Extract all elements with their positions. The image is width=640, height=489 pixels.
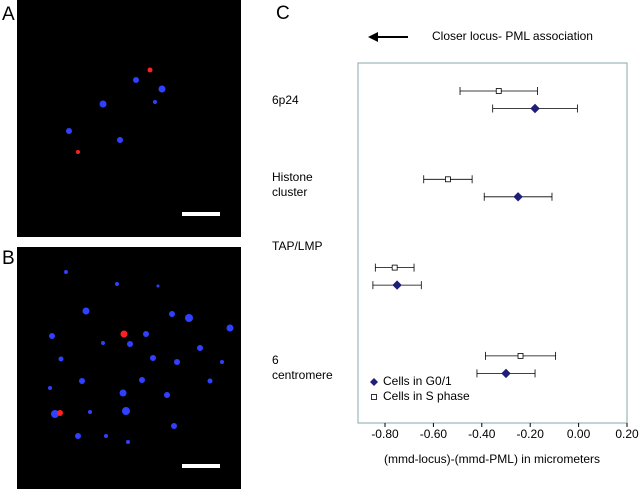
micrograph-b — [17, 247, 241, 489]
category-label: Histone cluster — [272, 170, 313, 199]
x-tick-label: -0.60 — [420, 427, 448, 441]
scale-bar — [182, 212, 220, 216]
panel-label: A — [2, 4, 15, 25]
point — [495, 88, 502, 94]
point — [501, 368, 511, 379]
point — [392, 280, 402, 290]
scale-bar — [182, 464, 220, 468]
x-tick-label: -0.80 — [371, 427, 399, 441]
point — [530, 103, 540, 114]
arrow-head — [368, 32, 378, 42]
spots-a — [66, 67, 166, 154]
micrograph-a — [17, 0, 241, 237]
x-tick-label: 0.20 — [615, 427, 639, 441]
x-axis-title: (mmd-locus)-(mmd-PML) in micrometers — [384, 452, 600, 466]
panel-label: C — [276, 3, 290, 24]
point — [445, 176, 451, 183]
category-label: 6p24 — [272, 93, 299, 107]
legend-marker — [371, 394, 377, 400]
spots-b — [48, 270, 234, 444]
category-label: TAP/LMP — [272, 239, 323, 253]
plot-frame — [357, 62, 628, 424]
x-tick-label: 0.00 — [567, 427, 591, 441]
x-tick-label: -0.40 — [468, 427, 496, 441]
point — [517, 352, 524, 359]
legend-marker — [370, 378, 378, 386]
panel-label: B — [2, 248, 15, 269]
point — [513, 192, 523, 202]
x-tick-label: -0.20 — [517, 427, 545, 441]
annotation: Closer locus- PML association — [432, 29, 593, 43]
category-label: 6 centromere — [272, 353, 333, 382]
signals-b — [57, 330, 128, 416]
legend-label: Cells in G0/1 — [383, 374, 452, 388]
legend-label: Cells in S phase — [383, 389, 470, 403]
point — [391, 264, 398, 271]
